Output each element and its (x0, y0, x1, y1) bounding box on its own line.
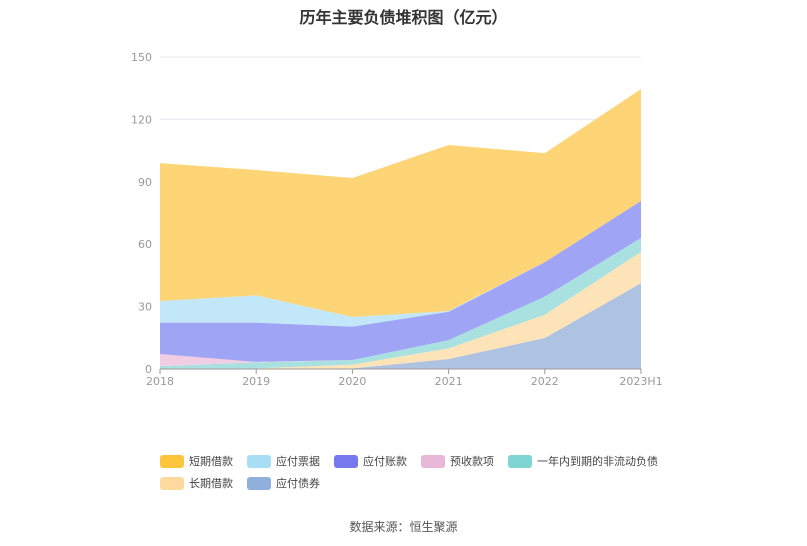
legend-item[interactable]: 应付账款 (334, 453, 407, 469)
x-tick-label: 2020 (338, 375, 366, 388)
legend-label: 预收款项 (450, 455, 494, 468)
stacked-area-chart: 0 30 60 90 120 150 2018 2019 2020 2021 2022 2023H1 (131, 51, 663, 388)
y-tick-label: 30 (138, 301, 152, 314)
legend-item[interactable]: 短期借款 (160, 453, 233, 469)
legend-item[interactable]: 应付票据 (247, 453, 320, 469)
legend-item[interactable]: 应付债券 (247, 475, 320, 491)
x-tick-label: 2018 (146, 375, 174, 388)
y-tick-label: 150 (131, 51, 152, 64)
x-tick-label: 2019 (242, 375, 270, 388)
legend: 短期借款 应付票据 应付账款 预收款项 一年内到期的非流动负债 长期借款 应付债券 (160, 450, 680, 494)
area-一年内到期的非流动负债 (160, 237, 641, 369)
y-tick-label: 60 (138, 238, 152, 251)
legend-item[interactable]: 一年内到期的非流动负债 (508, 453, 658, 469)
legend-label: 应付票据 (276, 455, 320, 468)
legend-item[interactable]: 长期借款 (160, 475, 233, 491)
area-应付债券 (160, 283, 641, 369)
y-tick-label: 90 (138, 176, 152, 189)
chart-title: 历年主要负债堆积图（亿元） (299, 8, 508, 27)
legend-item[interactable]: 预收款项 (421, 453, 494, 469)
x-tick-label: 2023H1 (619, 375, 662, 388)
area-长期借款 (160, 251, 641, 369)
legend-label: 应付账款 (363, 455, 407, 468)
x-tick-label: 2021 (435, 375, 463, 388)
legend-label: 应付债券 (276, 477, 320, 490)
legend-swatch (334, 454, 358, 468)
legend-label: 长期借款 (189, 477, 233, 490)
legend-swatch (508, 454, 532, 468)
area-短期借款 (160, 89, 641, 317)
y-tick-label: 120 (131, 113, 152, 126)
legend-swatch (247, 454, 271, 468)
legend-swatch (421, 454, 445, 468)
data-source: 数据来源：恒生聚源 (349, 520, 458, 534)
legend-swatch (160, 454, 184, 468)
legend-label: 短期借款 (189, 455, 233, 468)
y-tick-label: 0 (145, 363, 152, 376)
area-应付账款 (160, 200, 641, 362)
area-应付票据 (160, 200, 641, 327)
x-tick-label: 2022 (531, 375, 559, 388)
legend-swatch (160, 476, 184, 490)
legend-label: 一年内到期的非流动负债 (537, 455, 658, 468)
legend-swatch (247, 476, 271, 490)
